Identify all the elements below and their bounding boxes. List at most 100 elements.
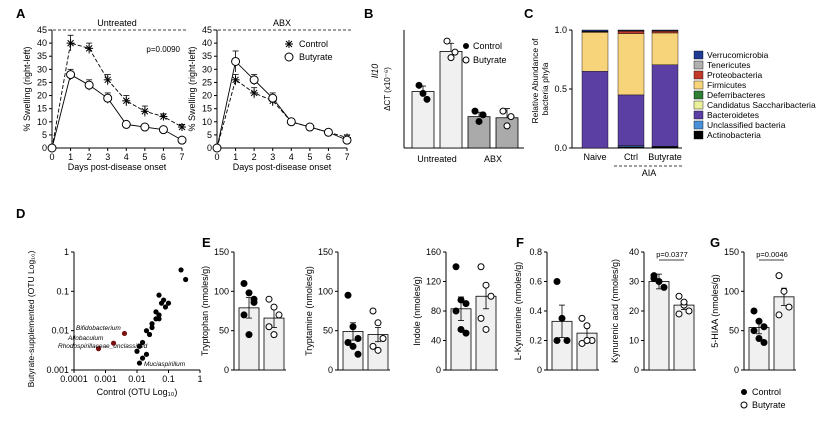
legend-label-verrucomicrobia: Verrucomicrobia xyxy=(707,50,769,60)
otu-point-highlighted xyxy=(121,330,128,337)
data-point-control xyxy=(245,331,253,339)
legend-label-butyrate: Butyrate xyxy=(752,400,786,410)
y-tick-label: 5 xyxy=(42,130,47,140)
x-tick-label: 2 xyxy=(87,152,92,162)
x-tick-label: 0 xyxy=(49,152,54,162)
stacked-segment-proteobacteria xyxy=(617,30,645,34)
y-tick-label: 0.0 xyxy=(554,143,567,153)
legend-label-actinobacteria: Actinobacteria xyxy=(707,130,761,140)
data-point-control xyxy=(462,329,470,337)
y-tick-label: 0 xyxy=(42,143,47,153)
x-tick-label: 5 xyxy=(307,152,312,162)
data-point-control xyxy=(250,89,258,97)
y-axis-label: L-Kynurenine (nmoles/g) xyxy=(513,262,523,361)
y-axis-label: % Swelling (right-left) xyxy=(22,46,32,131)
data-point-control xyxy=(250,295,258,303)
data-point xyxy=(443,37,451,45)
otu-point xyxy=(183,276,189,283)
stacked-segment-proteobacteria xyxy=(651,30,679,34)
data-point-control xyxy=(354,335,362,343)
legend-label-control: Control xyxy=(299,39,328,49)
y-tick-label: 0 xyxy=(634,365,639,375)
x-tick-label: 0.1 xyxy=(162,374,175,384)
data-point-butyrate xyxy=(268,93,278,103)
legend-marker-control xyxy=(463,43,469,49)
y-tick-label: 80 xyxy=(431,306,441,316)
x-tick-label: 4 xyxy=(124,152,129,162)
y-tick-label: 0.4 xyxy=(529,306,542,316)
legend-label-bacteroidetes: Bacteroidetes xyxy=(707,110,759,120)
legend-label-control: Control xyxy=(473,41,502,51)
legend-swatch-verrucomicrobia xyxy=(693,50,704,60)
y-tick-label: 150 xyxy=(724,247,739,257)
data-point-butyrate xyxy=(680,298,688,306)
otu-point xyxy=(146,331,153,338)
data-point-butyrate xyxy=(265,323,273,331)
y-tick-label: 120 xyxy=(426,277,441,287)
otu-point xyxy=(156,292,162,298)
data-point-control xyxy=(240,311,248,319)
data-point-control xyxy=(141,107,149,115)
data-point-control xyxy=(760,323,768,331)
y-tick-label: 45 xyxy=(37,25,47,35)
data-point-control xyxy=(755,335,763,343)
legend-marker-control xyxy=(285,40,293,48)
y-tick-label: 40 xyxy=(431,336,441,346)
y-tick-label: 35 xyxy=(202,51,212,61)
y-axis-label: Tryptophan (nmoles/g) xyxy=(200,266,210,356)
legend-swatch-candidatus-saccharibacteria xyxy=(693,100,704,110)
legend-swatch-proteobacteria xyxy=(693,70,704,80)
bar-butyrate-abx xyxy=(495,117,519,149)
data-point-butyrate xyxy=(583,337,591,344)
category-label: Naive xyxy=(583,152,606,162)
data-point-control xyxy=(457,325,465,333)
data-point xyxy=(499,107,507,115)
stacked-segment-firmicutes xyxy=(651,32,679,66)
x-tick-label: 3 xyxy=(105,152,110,162)
y-tick-label: 5 xyxy=(207,130,212,140)
data-point-control xyxy=(344,338,352,346)
data-point-butyrate xyxy=(578,339,586,347)
y-tick-label: 15 xyxy=(37,104,47,114)
x-tick-label: 5 xyxy=(142,152,147,162)
data-point-butyrate xyxy=(369,342,377,350)
data-point-control xyxy=(85,45,93,52)
x-tick-label: 1 xyxy=(233,152,238,162)
panel-letter-G: G xyxy=(710,235,720,250)
y-tick-label: 30 xyxy=(629,277,639,287)
data-point-control xyxy=(553,337,561,344)
legend-label-control: Control xyxy=(752,387,781,397)
data-point-butyrate xyxy=(323,127,333,137)
data-point-control xyxy=(760,338,768,346)
group-label: AIA xyxy=(642,168,657,178)
data-point-control xyxy=(160,113,167,120)
chart-title: Untreated xyxy=(97,18,137,28)
x-tick-label: 7 xyxy=(344,152,349,162)
data-point-control xyxy=(553,278,561,285)
otu-point xyxy=(178,267,184,273)
data-point xyxy=(507,113,515,121)
otu-label-allobaculum: Allobaculum xyxy=(67,335,104,342)
otu-point xyxy=(153,316,159,322)
y-tick-label: 20 xyxy=(202,91,212,101)
data-point-butyrate xyxy=(785,303,793,311)
legend-marker-butyrate xyxy=(284,52,294,62)
data-point-butyrate xyxy=(270,331,278,339)
legend-swatch-bacteroidetes xyxy=(693,110,704,120)
y-tick-label: 25 xyxy=(202,77,212,87)
data-point-control xyxy=(452,307,460,315)
y-axis-label: Indole (nmoles/g) xyxy=(412,276,422,346)
legend-swatch-unclassified-bacteria xyxy=(693,120,704,130)
legend-label-deferribacteres: Deferribacteres xyxy=(707,90,765,100)
data-point-butyrate xyxy=(158,125,168,135)
bar-butyrate-untreated xyxy=(439,50,463,149)
group-label: Untreated xyxy=(417,154,457,164)
x-axis-label: Days post-disease onset xyxy=(233,162,332,172)
y-tick-label: 100 xyxy=(724,286,739,296)
data-point-control xyxy=(178,123,186,131)
data-point-control xyxy=(650,275,658,283)
data-point-butyrate xyxy=(66,70,76,80)
y-axis-label: Tryptamine (nmoles/g) xyxy=(304,266,314,356)
otu-point-highlighted xyxy=(95,345,102,352)
